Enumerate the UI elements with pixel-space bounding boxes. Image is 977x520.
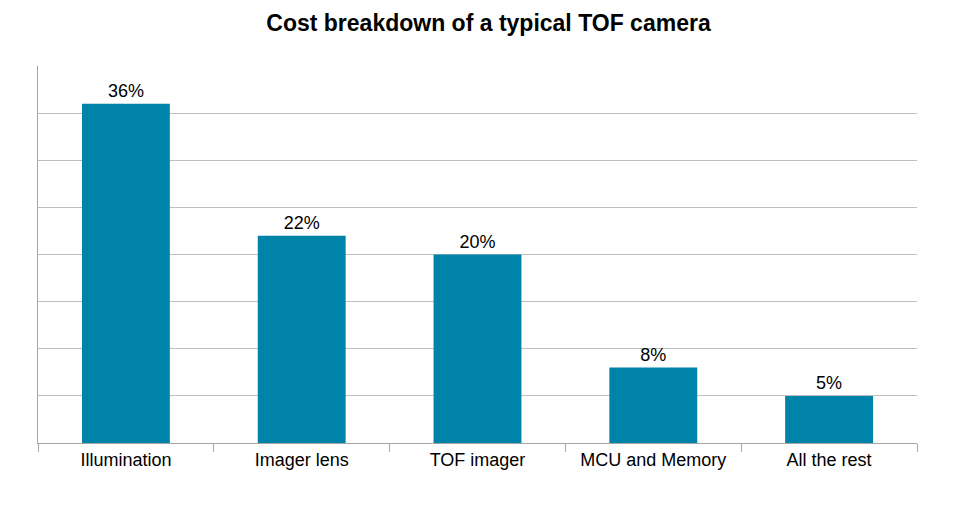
svg-text:TOF imager: TOF imager xyxy=(430,450,526,470)
svg-text:MCU and Memory: MCU and Memory xyxy=(580,450,726,470)
svg-text:8%: 8% xyxy=(640,345,666,365)
svg-text:36%: 36% xyxy=(108,81,144,101)
svg-text:5%: 5% xyxy=(816,373,842,393)
svg-text:22%: 22% xyxy=(284,213,320,233)
svg-text:Cost breakdown of a typical TO: Cost breakdown of a typical TOF camera xyxy=(266,10,711,36)
svg-text:Imager lens: Imager lens xyxy=(255,450,349,470)
svg-text:All the rest: All the rest xyxy=(787,450,872,470)
svg-text:20%: 20% xyxy=(459,232,495,252)
svg-text:Illumination: Illumination xyxy=(80,450,171,470)
